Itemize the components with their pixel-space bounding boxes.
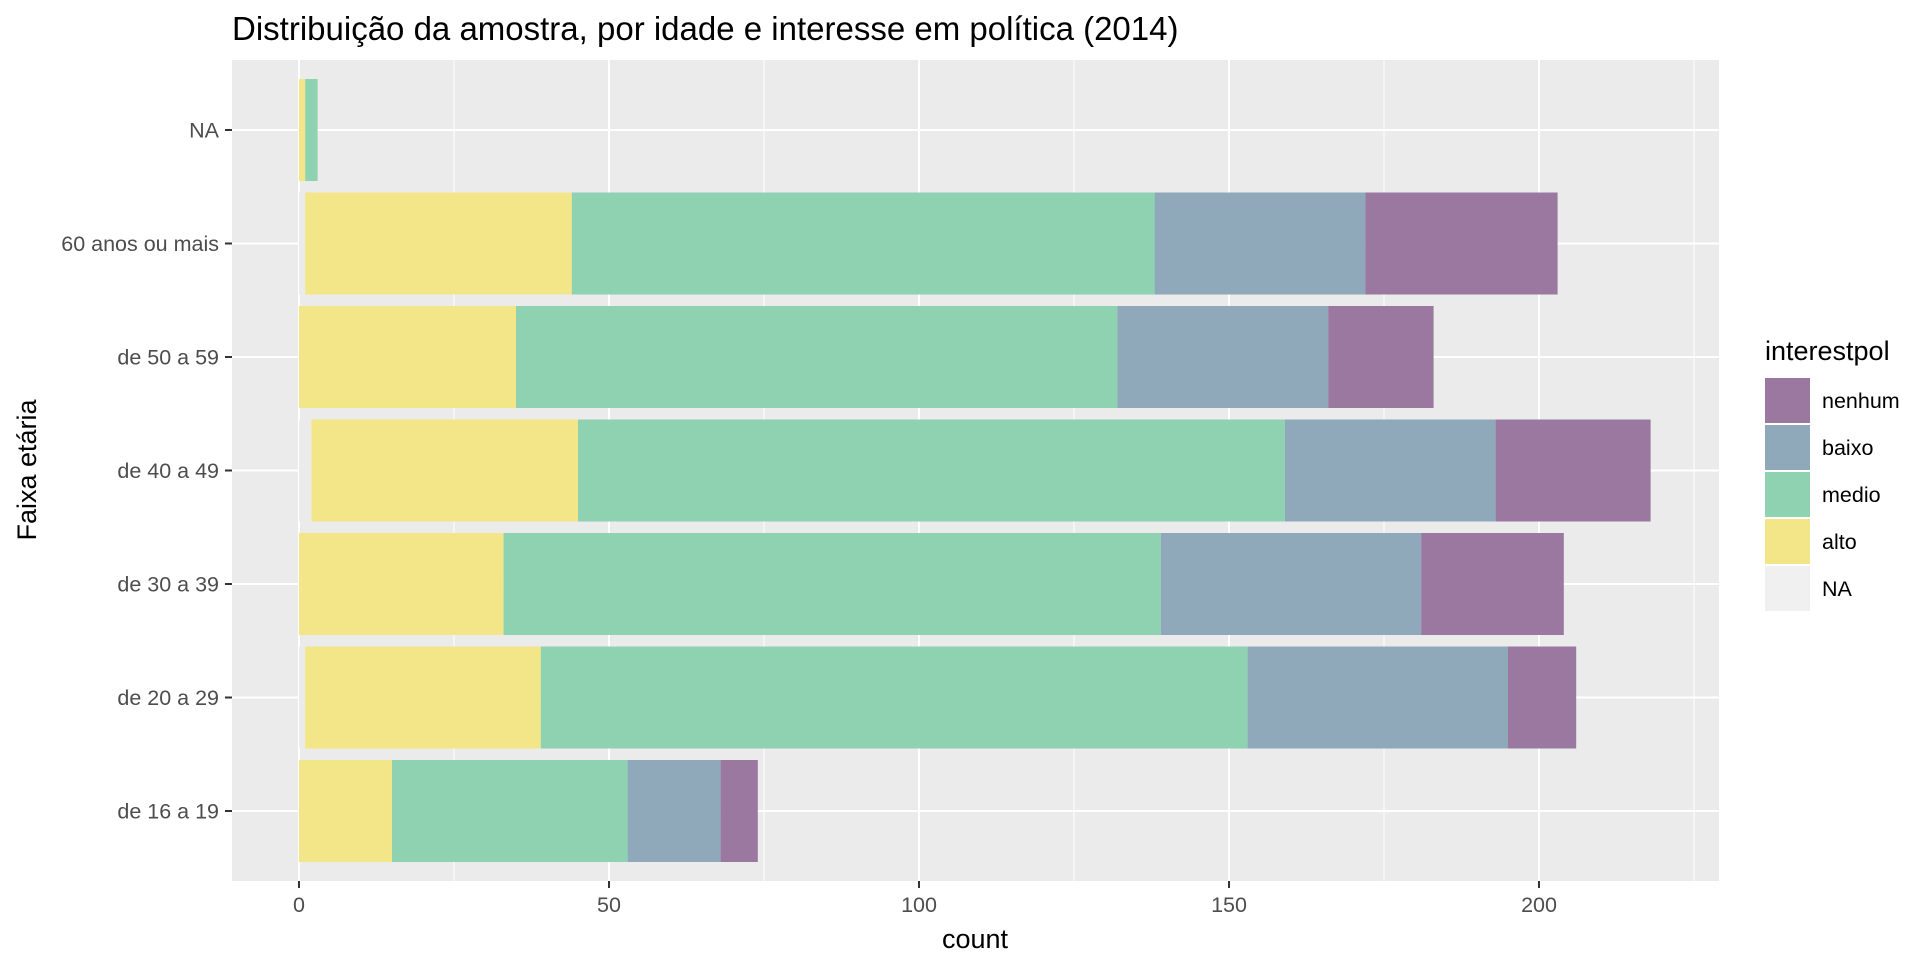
- y-tick-label: de 40 a 49: [117, 459, 219, 483]
- bar-segment-nenhum: [1365, 192, 1558, 295]
- bars: [299, 79, 1651, 862]
- y-tick-label: NA: [189, 119, 220, 143]
- y-tick-label: 60 anos ou mais: [61, 232, 219, 256]
- bar-segment-alto: [299, 79, 306, 181]
- bar-segment-baixo: [1117, 306, 1329, 408]
- legend-key-nenhum: [1765, 378, 1810, 423]
- legend-title: interestpol: [1765, 336, 1890, 366]
- chart-title: Distribuição da amostra, por idade e int…: [232, 10, 1178, 47]
- legend-label: baixo: [1822, 436, 1873, 460]
- bar-segment-nenhum: [1328, 306, 1434, 408]
- bar-segment-baixo: [1284, 419, 1496, 522]
- bar-segment-baixo: [1160, 533, 1422, 635]
- x-tick-label: 0: [293, 893, 305, 917]
- bar-segment-medio: [305, 79, 318, 181]
- x-axis-title: count: [942, 924, 1009, 954]
- legend-label: NA: [1822, 577, 1853, 601]
- x-axis: 0 50 100 150 200: [293, 881, 1557, 917]
- legend-key-baixo: [1765, 425, 1810, 470]
- bar-segment-na: [299, 419, 312, 522]
- legend-label: nenhum: [1822, 389, 1900, 413]
- bar-segment-alto: [299, 760, 392, 862]
- y-axis: de 16 a 19 de 20 a 29 de 30 a 39 de 40 a 49…: [61, 119, 232, 824]
- bar-segment-baixo: [1247, 646, 1508, 749]
- bar-segment-medio: [392, 760, 628, 862]
- legend-key-medio: [1765, 472, 1810, 517]
- bar-segment-nenhum: [720, 760, 758, 862]
- bar-segment-alto: [311, 419, 578, 522]
- bar-segment-nenhum: [1508, 646, 1577, 749]
- bar-segment-medio: [540, 646, 1248, 749]
- bar-segment-nenhum: [1495, 419, 1651, 522]
- x-tick-label: 50: [597, 893, 621, 917]
- bar-segment-alto: [299, 533, 504, 635]
- bar-segment-na: [299, 646, 306, 749]
- x-tick-label: 150: [1211, 893, 1247, 917]
- bar-segment-medio: [516, 306, 1118, 408]
- x-tick-label: 100: [901, 893, 937, 917]
- legend: interestpol nenhum baixo medio alto NA: [1765, 336, 1900, 611]
- bar-segment-baixo: [627, 760, 721, 862]
- y-axis-title: Faixa etária: [12, 398, 42, 540]
- bar-segment-medio: [503, 533, 1161, 635]
- bar-segment-medio: [571, 192, 1155, 295]
- y-tick-label: de 16 a 19: [117, 800, 219, 824]
- y-tick-label: de 30 a 39: [117, 573, 219, 597]
- x-tick-label: 200: [1521, 893, 1557, 917]
- legend-key-alto: [1765, 519, 1810, 564]
- bar-segment-alto: [305, 192, 572, 295]
- bar-segment-na: [299, 192, 306, 295]
- y-tick-label: de 20 a 29: [117, 686, 219, 710]
- bar-segment-alto: [299, 306, 516, 408]
- y-tick-label: de 50 a 59: [117, 346, 219, 370]
- bar-segment-medio: [578, 419, 1285, 522]
- bar-segment-nenhum: [1421, 533, 1564, 635]
- legend-key-na: [1765, 566, 1810, 611]
- legend-label: alto: [1822, 530, 1857, 554]
- bar-segment-alto: [305, 646, 541, 749]
- legend-label: medio: [1822, 483, 1881, 507]
- bar-segment-baixo: [1154, 192, 1366, 295]
